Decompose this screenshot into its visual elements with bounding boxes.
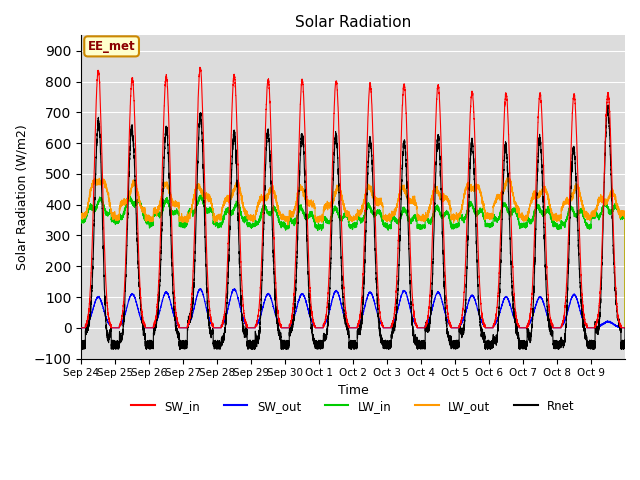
X-axis label: Time: Time [338, 384, 369, 397]
Legend: SW_in, SW_out, LW_in, LW_out, Rnet: SW_in, SW_out, LW_in, LW_out, Rnet [127, 395, 580, 417]
Y-axis label: Solar Radiation (W/m2): Solar Radiation (W/m2) [15, 124, 28, 270]
Text: EE_met: EE_met [88, 40, 136, 53]
Title: Solar Radiation: Solar Radiation [295, 15, 412, 30]
